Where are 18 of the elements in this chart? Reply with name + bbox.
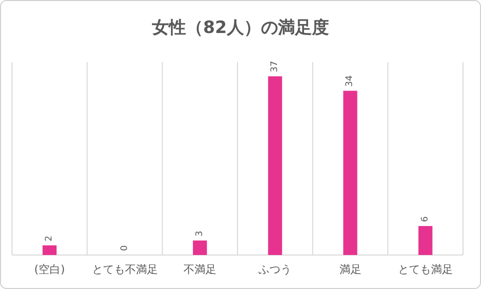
x-tick-label: とても満足 (398, 263, 453, 276)
bar (192, 240, 207, 255)
x-tick-label: ふつう (258, 263, 292, 276)
x-tick-label: (空白) (34, 263, 65, 276)
bar (42, 245, 57, 255)
data-label: 34 (345, 75, 356, 87)
data-label: 37 (270, 60, 280, 72)
data-label: 3 (194, 230, 205, 237)
bar (343, 90, 358, 255)
x-tick-label: 不満足 (183, 263, 216, 276)
data-label: 0 (120, 245, 130, 251)
chart-title: 女性（82人）の満足度 (151, 18, 329, 38)
data-label: 2 (44, 236, 55, 242)
bar (268, 76, 282, 255)
x-tick-label: とても不満足 (92, 263, 158, 276)
data-label: 6 (420, 216, 430, 222)
x-tick-label: 満足 (339, 263, 362, 276)
bar (418, 226, 432, 255)
